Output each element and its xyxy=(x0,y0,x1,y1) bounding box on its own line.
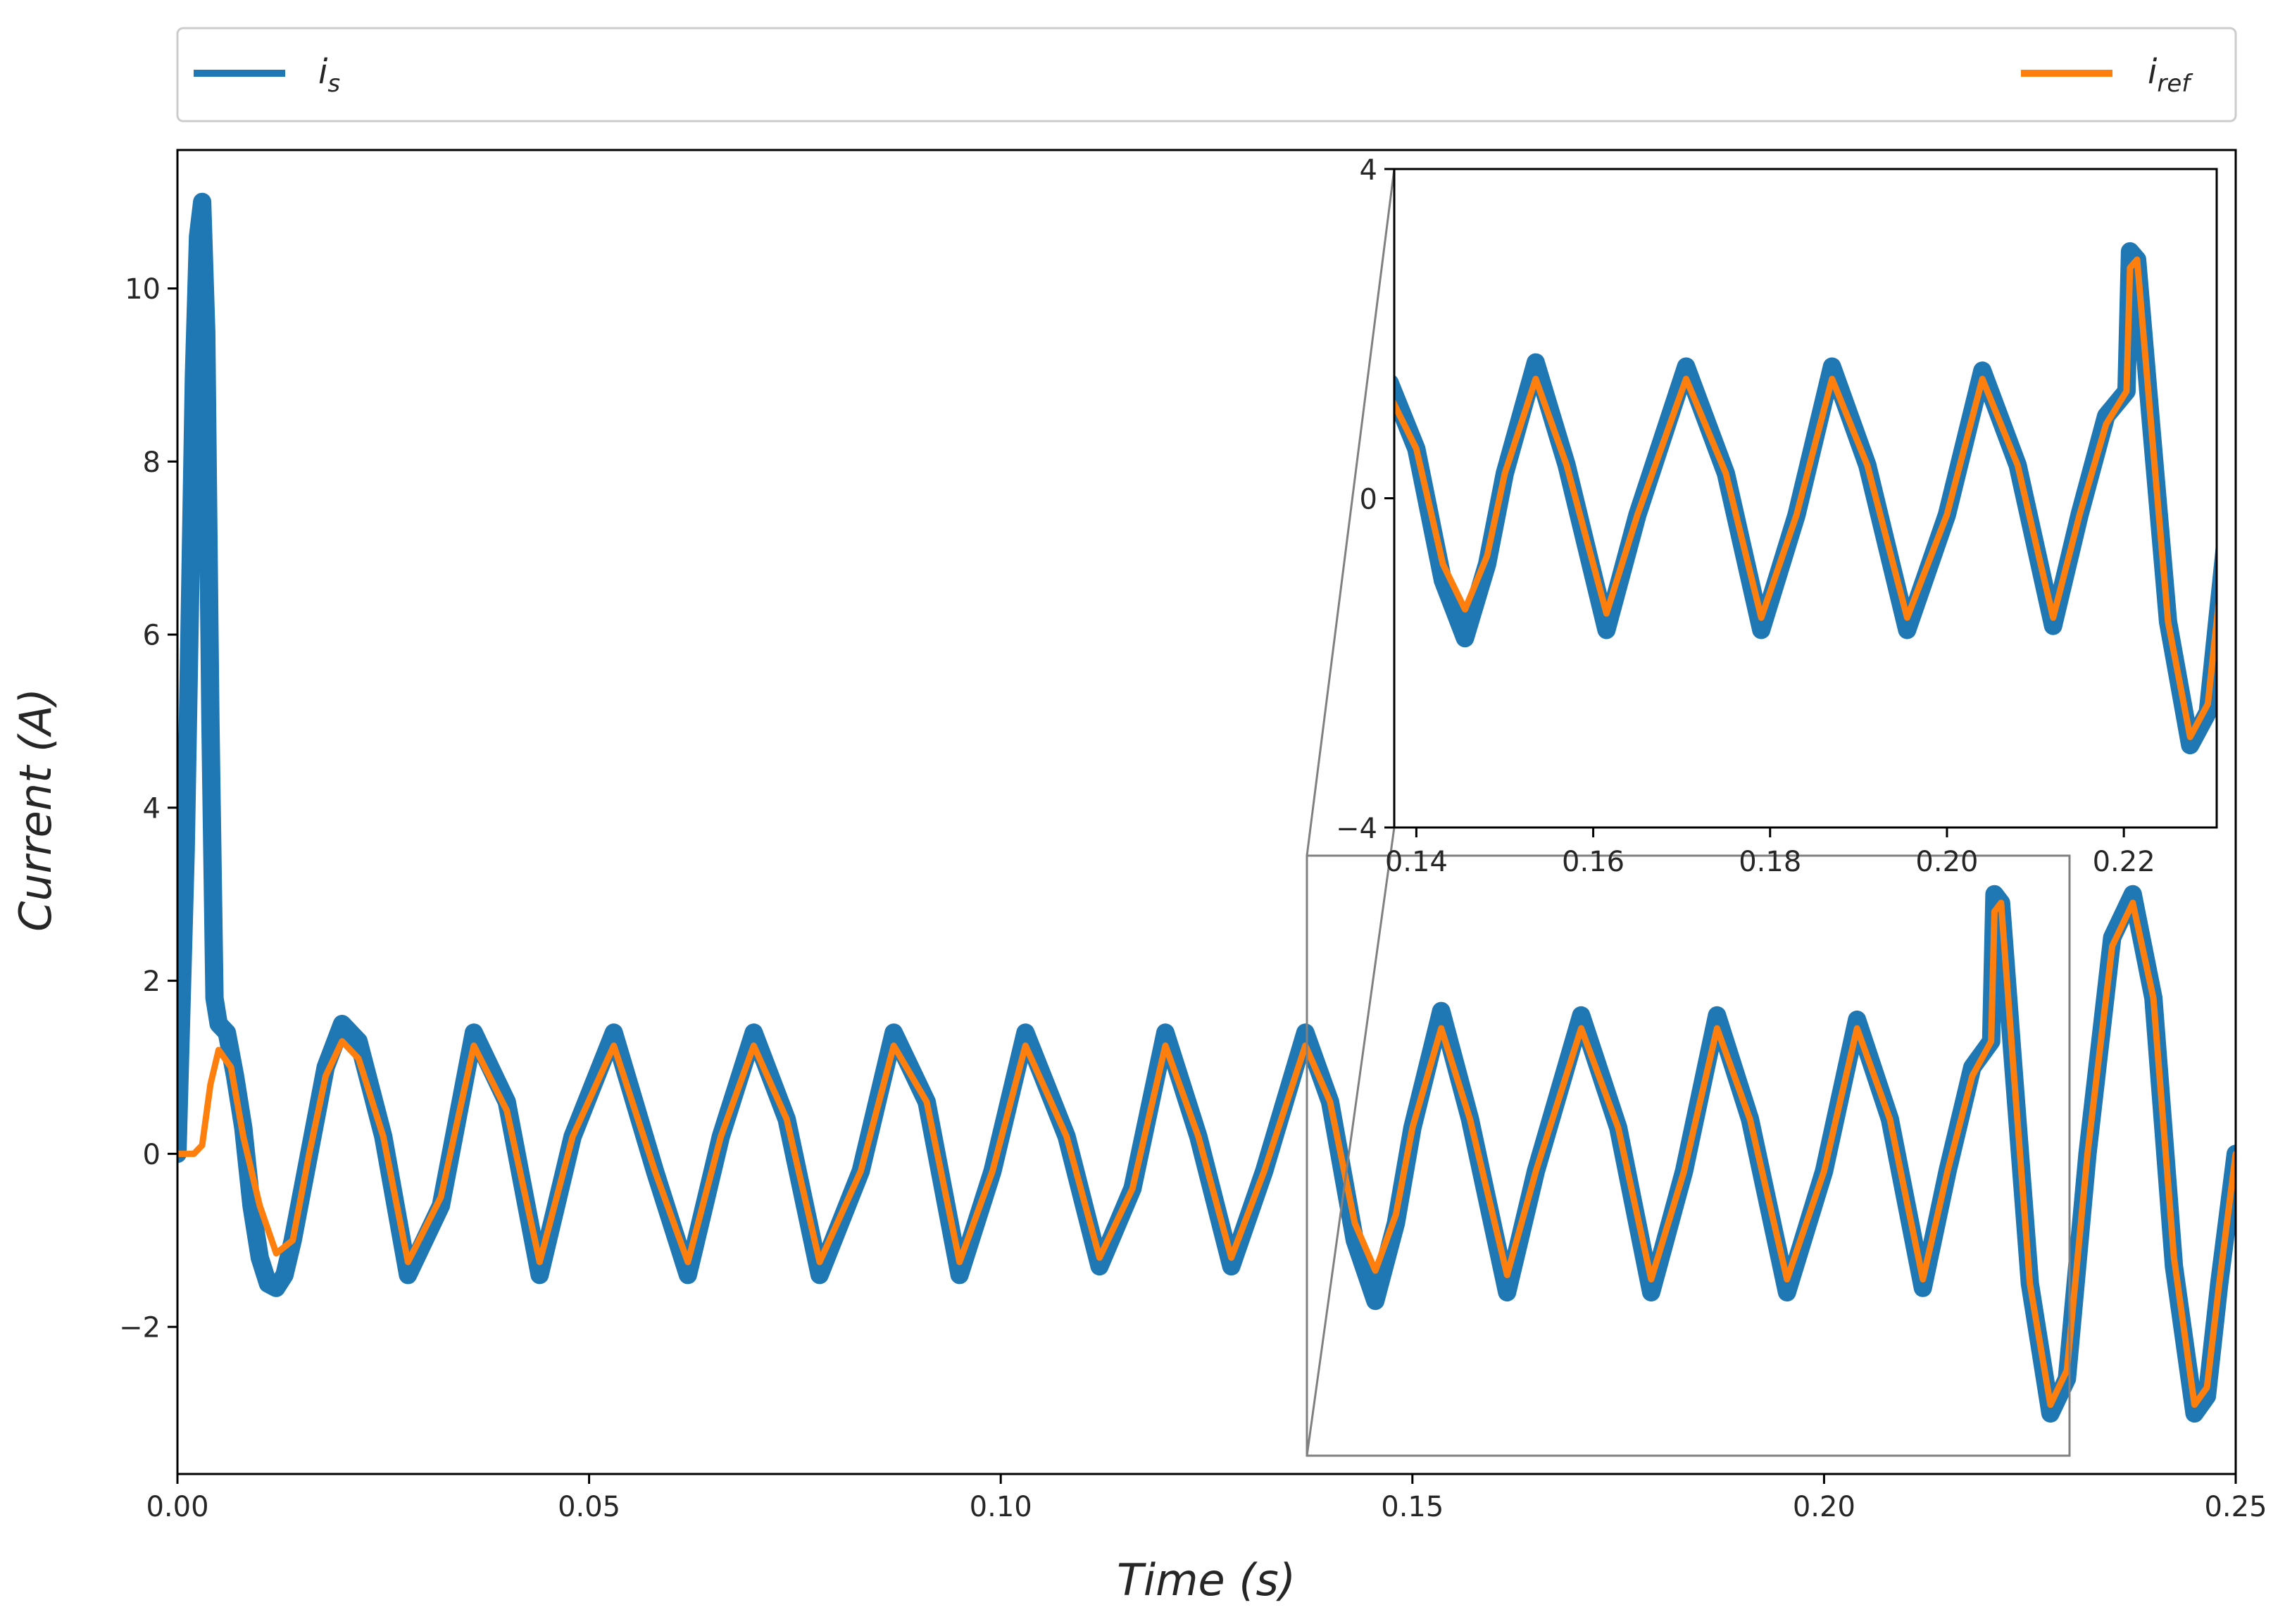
inset-line-iref xyxy=(1394,256,2217,740)
inset-x-tick-label: 0.20 xyxy=(1915,846,1978,878)
main-line-iref xyxy=(177,899,2236,1408)
main-y-tick-label: 8 xyxy=(143,446,161,479)
main-series-group xyxy=(177,192,2236,1423)
inset-x-tick-label: 0.18 xyxy=(1739,846,1801,878)
zoom-connector-top xyxy=(1306,168,1396,856)
legend-symbol-iref: i xyxy=(2148,52,2158,92)
inset-series-group xyxy=(1394,242,2217,755)
inset-axes: 0.14 0.16 0.18 0.20 0.22 −4 0 4 xyxy=(1336,154,2218,878)
legend-box xyxy=(176,27,2237,123)
main-x-tick-label: 0.10 xyxy=(970,1491,1032,1523)
x-axis-title: Time (s) xyxy=(1117,1554,1296,1606)
inset-y-tick-label: −4 xyxy=(1336,813,1377,845)
y-axis-title: Current (A) xyxy=(10,688,61,932)
zoom-indicator xyxy=(1306,168,2071,1457)
inset-y-tick-label: 4 xyxy=(1360,154,1377,187)
main-y-tick-label: −2 xyxy=(119,1312,161,1344)
main-axes: 0.00 0.05 0.10 0.15 0.20 0.25 −2 0 2 4 6 8 10 Time … xyxy=(10,149,2267,1606)
main-y-tick-label: 2 xyxy=(143,966,161,998)
main-x-tick-label: 0.20 xyxy=(1793,1491,1855,1523)
legend-label-iref: iref xyxy=(2148,52,2193,98)
main-plot-frame xyxy=(176,149,2237,1475)
inset-x-tick-label: 0.22 xyxy=(2093,846,2155,878)
zoom-region-box xyxy=(1306,854,2071,1457)
main-x-tick-label: 0.05 xyxy=(558,1491,620,1523)
legend-label-is: is xyxy=(318,52,340,98)
inset-x-tick-label: 0.14 xyxy=(1385,846,1448,878)
inset-x-tick-label: 0.16 xyxy=(1562,846,1624,878)
zoom-connector-bottom xyxy=(1306,827,1396,1456)
legend: is iref xyxy=(176,27,2237,123)
main-x-tick-label: 0.00 xyxy=(146,1491,208,1523)
inset-y-tick-label: 0 xyxy=(1360,484,1377,516)
main-x-ticks: 0.00 0.05 0.10 0.15 0.20 0.25 xyxy=(146,1474,2267,1523)
legend-subscript-iref: ref xyxy=(2157,70,2193,98)
main-y-tick-label: 4 xyxy=(143,792,161,825)
legend-symbol-is: i xyxy=(318,52,328,92)
main-x-tick-label: 0.15 xyxy=(1381,1491,1444,1523)
inset-x-ticks: 0.14 0.16 0.18 0.20 0.22 xyxy=(1385,827,2155,878)
main-y-tick-label: 10 xyxy=(125,273,161,306)
legend-subscript-is: s xyxy=(327,70,340,98)
main-x-tick-label: 0.25 xyxy=(2204,1491,2267,1523)
inset-y-ticks: −4 0 4 xyxy=(1336,154,1394,845)
main-y-ticks: −2 0 2 4 6 8 10 xyxy=(119,273,177,1344)
main-y-tick-label: 6 xyxy=(143,620,161,652)
main-y-tick-label: 0 xyxy=(143,1139,161,1171)
